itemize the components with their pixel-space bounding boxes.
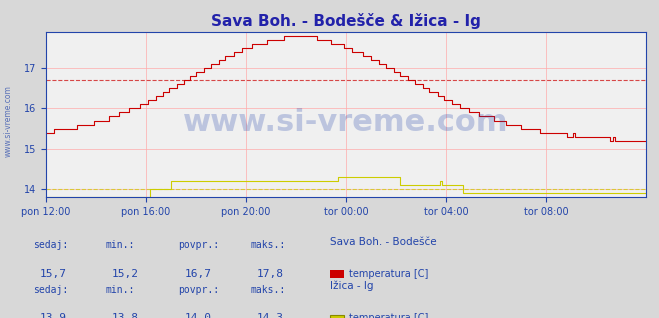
Text: temperatura [C]: temperatura [C] (349, 269, 428, 279)
Text: 13,9: 13,9 (40, 313, 67, 318)
Text: www.si-vreme.com: www.si-vreme.com (183, 108, 509, 137)
Text: povpr.:: povpr.: (178, 240, 219, 250)
Text: maks.:: maks.: (250, 240, 285, 250)
Text: min.:: min.: (105, 285, 135, 294)
Text: 15,2: 15,2 (112, 269, 139, 279)
Text: 17,8: 17,8 (257, 269, 284, 279)
Text: www.si-vreme.com: www.si-vreme.com (3, 85, 13, 157)
Title: Sava Boh. - Bodešče & Ižica - Ig: Sava Boh. - Bodešče & Ižica - Ig (211, 13, 481, 29)
Text: povpr.:: povpr.: (178, 285, 219, 294)
Text: 14,3: 14,3 (257, 313, 284, 318)
Text: 15,7: 15,7 (40, 269, 67, 279)
Text: Sava Boh. - Bodešče: Sava Boh. - Bodešče (330, 237, 436, 247)
Text: 14,0: 14,0 (185, 313, 212, 318)
Text: sedaj:: sedaj: (33, 240, 68, 250)
Text: sedaj:: sedaj: (33, 285, 68, 294)
Text: temperatura [C]: temperatura [C] (349, 313, 428, 318)
Text: maks.:: maks.: (250, 285, 285, 294)
Text: min.:: min.: (105, 240, 135, 250)
Text: 13,8: 13,8 (112, 313, 139, 318)
Text: 16,7: 16,7 (185, 269, 212, 279)
Text: Ižica - Ig: Ižica - Ig (330, 281, 373, 291)
